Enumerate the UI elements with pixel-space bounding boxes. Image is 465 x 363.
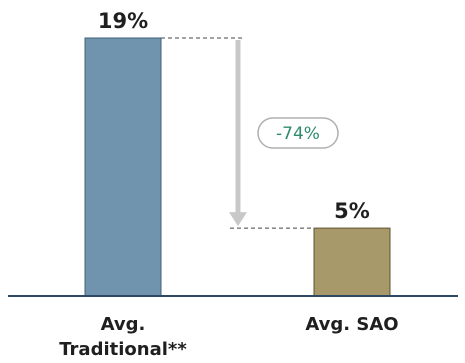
category-label-0-line-0: Avg.: [101, 314, 146, 335]
change-annotation-pill: [257, 117, 339, 149]
category-label-1-line-0: Avg. SAO: [305, 314, 398, 335]
change-arrow-head: [229, 212, 247, 227]
arrow-layer: -74%: [229, 40, 339, 227]
bars-layer: [84, 37, 391, 297]
value-label-1: 5%: [334, 199, 370, 223]
bar-0: [84, 37, 162, 297]
guides-layer: [161, 37, 314, 229]
category-label-0-line-1: Traditional**: [59, 339, 187, 360]
bar-1: [313, 227, 391, 297]
change-annotation-label: -74%: [276, 124, 320, 144]
labels-layer: 19% Avg. Traditional** 5% Avg. SAO: [59, 9, 398, 360]
value-label-0: 19%: [98, 9, 148, 33]
